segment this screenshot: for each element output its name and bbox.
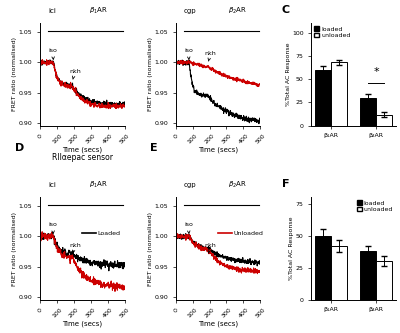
Text: F: F bbox=[282, 179, 289, 189]
Text: C: C bbox=[282, 5, 290, 15]
Text: nkh: nkh bbox=[69, 243, 81, 253]
Y-axis label: FRET ratio (normalised): FRET ratio (normalised) bbox=[148, 38, 153, 112]
Bar bbox=[360, 98, 376, 126]
Text: RIIαepac sensor: RIIαepac sensor bbox=[52, 153, 113, 162]
Text: $\beta_2$AR: $\beta_2$AR bbox=[228, 180, 247, 190]
Bar bbox=[376, 261, 392, 300]
Text: ici: ici bbox=[48, 182, 56, 188]
Text: $\beta_1$AR: $\beta_1$AR bbox=[89, 180, 108, 190]
Text: $\beta_2$AR: $\beta_2$AR bbox=[228, 6, 247, 16]
Bar bbox=[315, 70, 331, 126]
Legend: loaded, unloaded: loaded, unloaded bbox=[357, 200, 393, 212]
Text: iso: iso bbox=[48, 48, 57, 59]
Y-axis label: FRET ratio (normalised): FRET ratio (normalised) bbox=[12, 211, 17, 285]
Text: nkh: nkh bbox=[69, 69, 81, 79]
Text: $\beta_1$AR: $\beta_1$AR bbox=[89, 6, 108, 16]
Text: nkh: nkh bbox=[204, 243, 216, 253]
Legend: loaded, unloaded: loaded, unloaded bbox=[314, 26, 351, 38]
Y-axis label: FRET ratio (normalised): FRET ratio (normalised) bbox=[148, 211, 153, 285]
Y-axis label: %Total AC Response: %Total AC Response bbox=[286, 43, 290, 106]
Text: *: * bbox=[374, 67, 379, 77]
X-axis label: Time (secs): Time (secs) bbox=[198, 147, 238, 153]
Y-axis label: %Total AC Response: %Total AC Response bbox=[289, 217, 294, 280]
Text: iso: iso bbox=[184, 48, 193, 59]
Text: ici: ici bbox=[48, 8, 56, 14]
Text: cgp: cgp bbox=[184, 8, 197, 14]
Text: E: E bbox=[150, 143, 158, 153]
X-axis label: Time (secs): Time (secs) bbox=[62, 321, 102, 327]
Bar bbox=[331, 62, 347, 126]
Text: cgp: cgp bbox=[184, 182, 197, 188]
Text: Loaded: Loaded bbox=[98, 231, 121, 236]
Y-axis label: FRET ratio (normalised): FRET ratio (normalised) bbox=[12, 38, 17, 112]
Text: iso: iso bbox=[184, 222, 193, 233]
Text: iso: iso bbox=[48, 222, 57, 233]
Bar bbox=[331, 246, 347, 300]
Bar bbox=[315, 236, 331, 300]
X-axis label: Time (secs): Time (secs) bbox=[62, 147, 102, 153]
X-axis label: Time (secs): Time (secs) bbox=[198, 321, 238, 327]
Bar bbox=[360, 251, 376, 300]
Text: Unloaded: Unloaded bbox=[233, 231, 263, 236]
Text: nkh: nkh bbox=[204, 51, 216, 61]
Bar bbox=[376, 115, 392, 126]
Text: D: D bbox=[14, 143, 24, 153]
